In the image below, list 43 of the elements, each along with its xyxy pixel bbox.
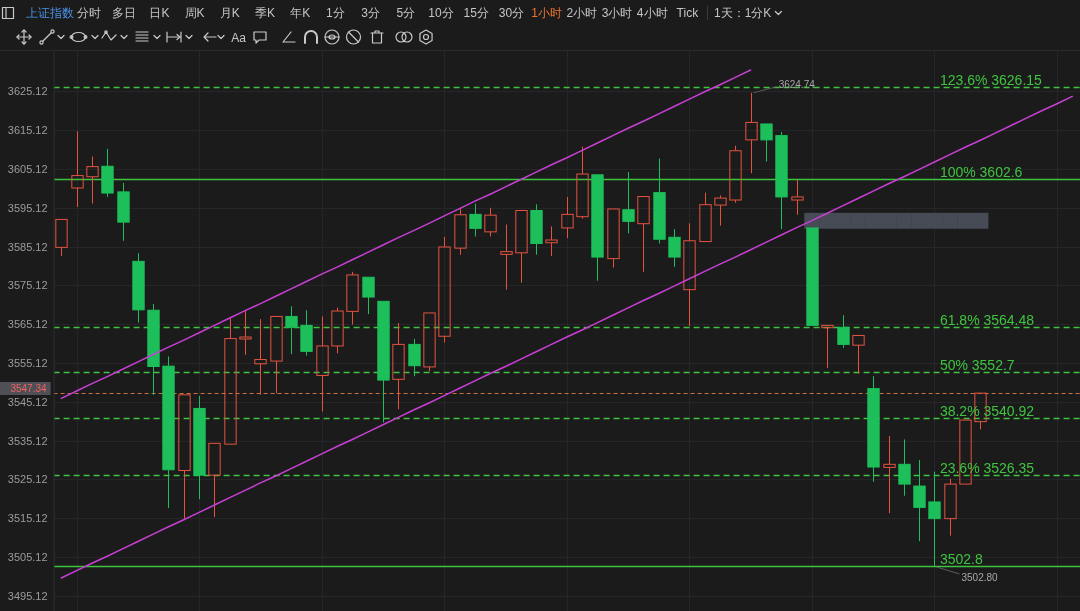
tab-label: 日K <box>149 6 170 20</box>
y-tick-label: 3545.12 <box>7 395 48 408</box>
y-tick-label: 3595.12 <box>7 201 48 214</box>
tab-label: 1分 <box>326 6 345 20</box>
level-label: 100% 3602.6 <box>939 163 1023 180</box>
y-tick-label: 3505.12 <box>7 551 48 563</box>
title: 上证指数 <box>26 6 74 20</box>
menu-label: 1天：1分K <box>714 6 772 20</box>
y-tick-label: 3525.12 <box>7 473 48 486</box>
y-tick-label: 3615.12 <box>7 124 48 137</box>
level-label: 61.8% 3564.48 <box>939 311 1035 328</box>
tab-label: 1小时 <box>531 6 562 20</box>
tab-label: 分时 <box>77 6 101 20</box>
y-tick-label: 3495.12 <box>7 589 48 602</box>
y-tick-label: 3605.12 <box>7 162 48 175</box>
tab-label: Tick <box>676 6 699 20</box>
tab-label: 年K <box>290 6 311 20</box>
tab-label: 30分 <box>498 6 525 20</box>
y-tick-label: 3555.12 <box>7 356 48 369</box>
y-tick-label: 3575.12 <box>7 279 48 292</box>
y-tick-label: 3585.12 <box>7 240 48 253</box>
tool-label: Aa <box>231 30 246 45</box>
tab-label: 15分 <box>463 6 489 20</box>
tab-label: 2小时 <box>566 6 598 20</box>
tab-label: 月K <box>219 6 240 20</box>
high-label: 3624.74 <box>778 78 815 90</box>
tab-label: 3分 <box>361 6 380 20</box>
y-tick-label: 3535.12 <box>7 434 48 447</box>
y-tick-label: 3625.12 <box>7 85 48 98</box>
tab-label: 5分 <box>396 6 416 20</box>
tab-label: 多日 <box>112 6 137 20</box>
low-label: 3502.80 <box>961 572 998 583</box>
level-label: 50% 3552.7 <box>939 356 1015 373</box>
tab-label: 4小时 <box>636 6 668 20</box>
y-tick-label: 3515.12 <box>7 512 48 525</box>
level-label: 3502.8 <box>939 550 983 567</box>
level-label: 123.6% 3626.15 <box>939 71 1042 88</box>
tab-label: 季K <box>255 6 275 20</box>
price-label: 3547.34 <box>10 383 47 394</box>
tab-label: 周K <box>184 6 205 20</box>
tab-label: 3小时 <box>601 6 633 20</box>
y-tick-label: 3565.12 <box>7 318 48 331</box>
tab-label: 10分 <box>428 6 454 20</box>
